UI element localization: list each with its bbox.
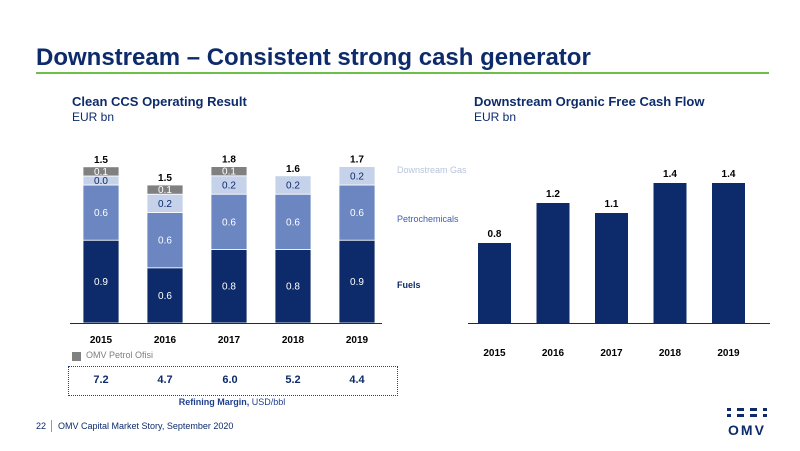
refining-margin-label-bold: Refining Margin, [178,397,250,407]
legend-petrochemicals: Petrochemicals [397,214,459,224]
total-label-2015: 1.5 [94,155,108,166]
right-x-tick-2015: 2015 [483,348,506,359]
title-underline [36,72,769,74]
stacked-bar-petrochemicals-2015 [82,184,120,241]
stacked-bar-label-petrochemicals-2015: 0.6 [94,208,108,219]
right-x-tick-2017: 2017 [600,348,623,359]
total-label-2019: 1.7 [350,155,364,166]
footer-page-number: 22 [36,421,47,431]
page-title: Downstream – Consistent strong cash gene… [36,44,591,71]
omv-petrol-ofisi-legend-swatch [72,352,81,361]
right-chart-unit: EUR bn [474,110,517,124]
omv-petrol-ofisi-legend-label: OMV Petrol Ofisi [86,350,154,360]
stacked-bar-label-downstream-gas-2019: 0.2 [350,171,364,182]
footer-separator [51,420,52,432]
fcf-value-label-2018: 1.4 [663,169,677,180]
footer-text: OMV Capital Market Story, September 2020 [58,421,234,431]
fcf-bar-2016 [536,203,570,323]
stacked-bar-label-fuels-2015: 0.9 [94,277,108,288]
stacked-bar-label-petrochemicals-2016: 0.6 [158,236,172,247]
stacked-bar-petrochemicals-2017 [210,193,248,250]
refining-margin-2017: 6.0 [222,374,238,386]
stacked-bar-fuels-2016 [146,267,184,324]
total-label-2018: 1.6 [286,164,300,175]
stacked-bar-label-downstream-gas-2017: 0.2 [222,181,236,192]
stacked-bar-label-petrochemicals-2018: 0.6 [286,217,300,228]
stacked-bar-petrochemicals-2018 [274,193,312,250]
omv-logo-text: OMV [728,422,766,438]
stacked-bar-omv-petrol-ofisi-2015 [82,166,120,177]
left-x-tick-2019: 2019 [346,335,369,346]
stacked-bar-label-fuels-2019: 0.9 [350,277,364,288]
left-chart-title: Clean CCS Operating Result [72,94,247,109]
legend-fuels: Fuels [397,280,421,290]
fcf-value-label-2019: 1.4 [722,169,736,180]
right-x-tick-2019: 2019 [717,348,740,359]
right-x-tick-2018: 2018 [659,348,682,359]
stacked-bar-omv-petrol-ofisi-2016 [146,184,184,195]
fcf-value-label-2017: 1.1 [605,199,619,210]
stacked-bar-label-omv-petrol-ofisi-2016: 0.1 [158,185,172,196]
stacked-bar-label-fuels-2016: 0.6 [158,291,172,302]
fcf-bar-2018 [653,183,687,323]
stacked-bar-downstream-gas-2019 [338,166,376,186]
right-x-tick-2016: 2016 [542,348,565,359]
stacked-bar-fuels-2019 [338,239,376,324]
stacked-bar-label-fuels-2017: 0.8 [222,282,236,293]
refining-margin-2018: 5.2 [285,374,301,386]
legend-downstream-gas: Downstream Gas [397,165,467,175]
stacked-bar-label-downstream-gas-2016: 0.2 [158,199,172,210]
left-x-tick-2018: 2018 [282,335,305,346]
left-x-tick-2017: 2017 [218,335,241,346]
left-x-tick-2015: 2015 [90,335,113,346]
refining-margin-box [68,366,398,396]
refining-margin-label-unit: USD/bbl [251,397,286,407]
stacked-bar-fuels-2017 [210,248,248,324]
fcf-value-label-2016: 1.2 [546,189,560,200]
omv-logo-mark [727,405,767,419]
stacked-bar-petrochemicals-2016 [146,212,184,269]
stacked-bar-label-petrochemicals-2017: 0.6 [222,217,236,228]
stacked-bar-label-omv-petrol-ofisi-2015: 0.1 [94,167,108,178]
stacked-bar-downstream-gas-2018 [274,175,312,195]
fcf-bar-2015 [478,243,511,323]
stacked-bar-petrochemicals-2019 [338,184,376,241]
fcf-bar-2019 [712,183,745,323]
left-x-tick-2016: 2016 [154,335,177,346]
total-label-2017: 1.8 [222,155,236,166]
stacked-bar-fuels-2018 [274,248,312,324]
right-chart-title: Downstream Organic Free Cash Flow [474,94,705,109]
fcf-value-label-2015: 0.8 [488,229,502,240]
stacked-bar-label-downstream-gas-2015: 0.0 [94,176,108,187]
stacked-bar-label-petrochemicals-2019: 0.6 [350,208,364,219]
total-label-2016: 1.5 [158,173,172,184]
stacked-bar-label-fuels-2018: 0.8 [286,282,300,293]
stacked-bar-omv-petrol-ofisi-2017 [210,166,248,177]
stacked-bar-label-omv-petrol-ofisi-2017: 0.1 [222,167,236,178]
refining-margin-2015: 7.2 [93,374,109,386]
fcf-bar-2017 [595,213,628,323]
left-chart-unit: EUR bn [72,110,115,124]
refining-margin-label: Refining Margin, USD/bbl [68,397,396,407]
stacked-bar-label-downstream-gas-2018: 0.2 [286,181,300,192]
refining-margin-2019: 4.4 [349,374,365,386]
refining-margin-2016: 4.7 [157,374,173,386]
